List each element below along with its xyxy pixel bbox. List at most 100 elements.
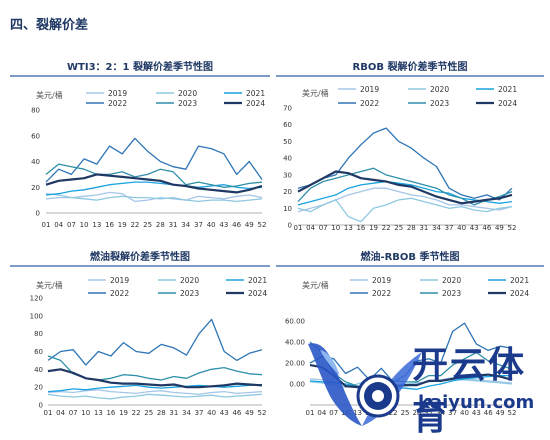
series-line-2024 (297, 170, 513, 205)
x-tick-label: 28 (156, 221, 165, 229)
series-line-2021 (47, 383, 263, 393)
legend-label-2021: 2021 (498, 85, 517, 94)
legend-label-2019: 2019 (108, 89, 127, 98)
y-axis-unit: 美元/桶 (36, 90, 63, 100)
x-tick-label: 28 (157, 409, 166, 417)
y-tick-label: 20 (31, 184, 40, 192)
x-tick-label: 28 (412, 409, 421, 417)
x-tick-label: 49 (245, 221, 254, 229)
legend-label-2024: 2024 (510, 289, 529, 298)
series-line-2023 (297, 167, 513, 206)
y-tick-label: 40.00 (285, 339, 305, 347)
y-tick-label: 20 (283, 188, 292, 196)
x-tick-label: 52 (258, 409, 267, 417)
x-tick-label: 10 (81, 409, 90, 417)
x-tick-label: 04 (54, 221, 63, 229)
chart-title: 燃油-RBOB 季节性图 (360, 250, 459, 263)
x-tick-label: 16 (105, 221, 114, 229)
series-line-2024 (45, 173, 263, 194)
watermark-text-cn: 开云体育 (412, 345, 527, 438)
x-tick-label: 46 (484, 409, 493, 417)
x-tick-label: 01 (44, 409, 53, 417)
series-line-2022 (45, 137, 263, 183)
legend-label-2023: 2023 (430, 99, 449, 108)
x-tick-label: 16 (106, 409, 115, 417)
x-tick-label: 13 (344, 224, 353, 232)
legend-label-2024: 2024 (498, 99, 517, 108)
watermark-logo-icon (308, 343, 422, 426)
legend-label-2019: 2019 (360, 85, 379, 94)
x-tick-label: 25 (143, 221, 152, 229)
series-line-2020 (47, 393, 263, 400)
series-line-2021 (297, 180, 513, 206)
x-tick-label: 01 (294, 224, 303, 232)
series-line-2020 (309, 379, 513, 388)
x-tick-label: 43 (219, 221, 228, 229)
x-tick-label: 04 (306, 224, 315, 232)
y-tick-label: 20.00 (285, 360, 305, 368)
series-line-2022 (47, 318, 263, 366)
x-tick-label: 13 (92, 221, 101, 229)
x-tick-label: 07 (329, 409, 338, 417)
series-line-2021 (45, 181, 263, 196)
legend-label-2020: 2020 (430, 85, 449, 94)
x-tick-label: 34 (436, 409, 445, 417)
chart-title: 燃油裂解价差季节性图 (90, 250, 190, 263)
x-tick-label: 31 (169, 409, 178, 417)
legend-label-2019: 2019 (372, 276, 391, 285)
y-tick-label: 0.00 (289, 381, 305, 389)
series-line-2024 (309, 364, 513, 389)
x-tick-label: 37 (448, 409, 457, 417)
y-tick-label: 70 (283, 105, 292, 113)
x-tick-label: 01 (42, 221, 51, 229)
x-tick-label: 19 (369, 224, 378, 232)
x-tick-label: 34 (182, 409, 191, 417)
x-tick-label: 01 (306, 409, 315, 417)
x-tick-label: 43 (220, 409, 229, 417)
legend-label-2021: 2021 (246, 89, 265, 98)
y-tick-label: 0 (36, 210, 40, 218)
y-tick-label: 120 (30, 295, 43, 303)
x-tick-label: 25 (401, 409, 410, 417)
y-tick-label: 20 (34, 384, 43, 392)
x-tick-label: 31 (424, 409, 433, 417)
y-tick-label: 50 (283, 138, 292, 146)
y-tick-label: 80 (34, 330, 43, 338)
x-tick-label: 34 (432, 224, 441, 232)
series-line-2022 (297, 127, 513, 201)
x-tick-label: 37 (445, 224, 454, 232)
y-tick-label: 60 (283, 121, 292, 129)
x-tick-label: 40 (460, 409, 469, 417)
series-line-2023 (309, 341, 513, 387)
legend-label-2024: 2024 (248, 289, 267, 298)
x-tick-label: 25 (394, 224, 403, 232)
y-tick-label: 30 (283, 171, 292, 179)
series-line-2019 (47, 389, 263, 395)
x-tick-label: 52 (508, 409, 517, 417)
x-tick-label: 25 (144, 409, 153, 417)
x-tick-label: 22 (132, 409, 141, 417)
x-tick-label: 40 (207, 221, 216, 229)
legend-label-2020: 2020 (178, 89, 197, 98)
legend-label-2023: 2023 (442, 289, 461, 298)
series-line-2023 (45, 163, 263, 188)
y-tick-label: 60 (34, 348, 43, 356)
legend-label-2021: 2021 (248, 276, 267, 285)
y-tick-label: 40 (283, 155, 292, 163)
y-tick-label: 40 (31, 158, 40, 166)
y-tick-label: 60.00 (285, 318, 305, 326)
x-tick-label: 04 (317, 409, 326, 417)
legend-label-2021: 2021 (510, 276, 529, 285)
section-title: 四、裂解价差 (10, 18, 89, 33)
legend-label-2022: 2022 (360, 99, 379, 108)
legend-label-2022: 2022 (110, 289, 129, 298)
y-tick-label: 60 (31, 132, 40, 140)
legend-label-2020: 2020 (180, 276, 199, 285)
x-tick-label: 43 (472, 409, 481, 417)
x-tick-label: 52 (508, 224, 517, 232)
y-tick-label: 40 (34, 366, 43, 374)
legend-label-2023: 2023 (180, 289, 199, 298)
y-tick-label: 10 (283, 205, 292, 213)
